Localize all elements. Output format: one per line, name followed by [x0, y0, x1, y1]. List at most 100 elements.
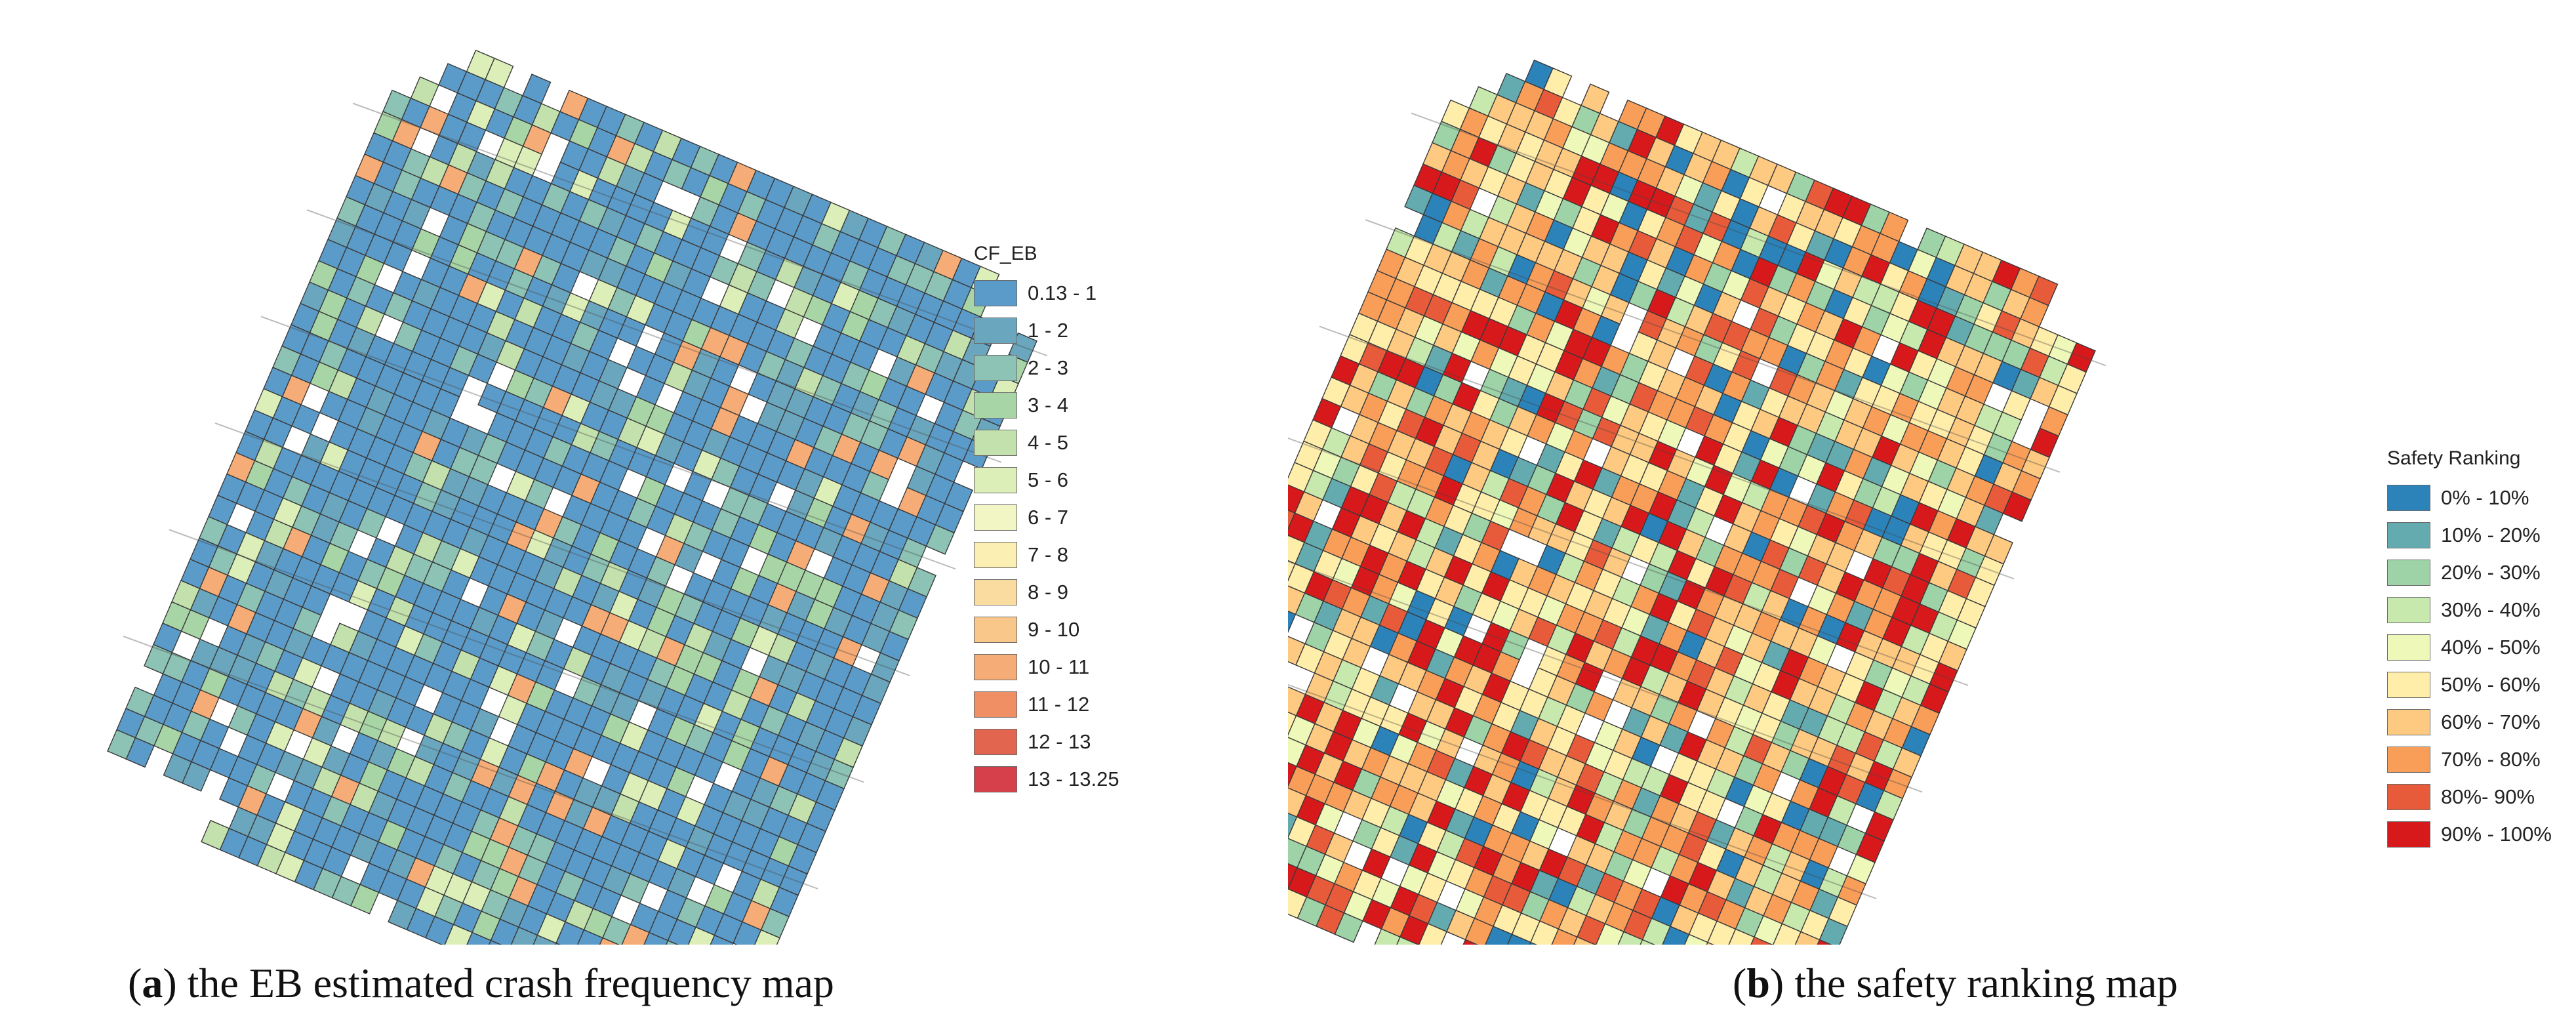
legend-label: 90% - 100%	[2441, 822, 2552, 846]
legend-swatch	[974, 429, 1017, 456]
grid-cell	[577, 929, 603, 945]
legend-item: 40% - 50%	[2387, 628, 2552, 666]
grid-cell	[1595, 923, 1624, 945]
caption-text: the EB estimated crash frequency map	[187, 960, 834, 1006]
crash-frequency-map	[107, 49, 1048, 945]
grid-cell	[1754, 915, 1783, 945]
grid-cell	[1817, 939, 1832, 945]
road-line	[260, 316, 956, 570]
panel-crash-frequency: CF_EB 0.13 - 1 1 - 2 2 - 3 3 - 4 4 - 5 5 - 6 6…	[107, 49, 1119, 1006]
road-line	[1288, 437, 1969, 686]
legend-swatch	[2387, 783, 2430, 810]
legend-label: 10 - 11	[1028, 655, 1090, 678]
legend-item: 60% - 70%	[2387, 703, 2552, 741]
legend-label: 9 - 10	[1028, 617, 1080, 641]
legend-swatch	[974, 504, 1017, 531]
grid-cell	[1706, 941, 1714, 945]
legend-swatch	[2387, 708, 2430, 735]
legend-item: 6 - 7	[974, 499, 1119, 536]
legend-swatch	[974, 766, 1017, 792]
grid-cell	[1399, 914, 1429, 945]
legend-swatch	[974, 728, 1017, 755]
road-line	[1319, 325, 2015, 580]
grid-cell	[1506, 933, 1531, 945]
grid-cell	[733, 921, 762, 945]
grid-cell	[1773, 923, 1801, 945]
grid-cell	[1529, 941, 1537, 945]
grid-cell	[425, 916, 454, 945]
legend-item: 2 - 3	[974, 349, 1119, 386]
legend-title: Safety Ranking	[2387, 447, 2521, 469]
legend-label: 10% - 20%	[2441, 523, 2541, 546]
grid-cell	[489, 939, 502, 945]
legend-item: 70% - 80%	[2387, 741, 2552, 778]
grid-cell	[925, 524, 955, 555]
grid-cell	[1794, 931, 1821, 945]
grid-cell	[1684, 933, 1708, 945]
road-line	[169, 529, 864, 783]
legend-label: 0% - 10%	[2441, 485, 2529, 509]
grid-cell	[754, 929, 780, 945]
grid-cell	[666, 939, 679, 945]
road-lines	[1288, 112, 2106, 899]
legend-swatch	[974, 691, 1017, 718]
legend-label: 0.13 - 1	[1028, 281, 1097, 304]
legend-swatch	[974, 653, 1017, 680]
legend-swatch	[2387, 522, 2430, 548]
safety-ranking-legend: Safety Ranking 0% - 10% 10% - 20% 20% - 30…	[2387, 447, 2552, 853]
legend-label: 3 - 4	[1028, 393, 1069, 417]
legend-label: 13 - 13.25	[1028, 767, 1119, 790]
grid-cell	[1464, 917, 1494, 945]
legend-item: 12 - 13	[974, 723, 1119, 760]
road-line	[1365, 219, 2061, 473]
legend-label: 12 - 13	[1028, 729, 1091, 753]
legend-label: 80%- 90%	[2441, 785, 2535, 808]
legend-label: 70% - 80%	[2441, 747, 2541, 771]
grid-cell	[1662, 926, 1690, 945]
grid-cell	[1288, 610, 1297, 634]
road-line	[352, 102, 1048, 357]
legend-swatch	[2387, 821, 2430, 848]
legend-swatch	[2387, 559, 2430, 586]
grid-cell	[710, 934, 734, 945]
legend-label: 50% - 60%	[2441, 672, 2541, 696]
road-line	[1288, 684, 1877, 899]
caption-text: the safety ranking map	[1794, 960, 2178, 1006]
legend-item: 1 - 2	[974, 312, 1119, 349]
legend-item: 5 - 6	[974, 461, 1119, 499]
legend-swatch	[974, 392, 1017, 419]
grid-cell	[1551, 928, 1578, 945]
legend-label: 4 - 5	[1028, 430, 1069, 454]
legend-label: 2 - 3	[1028, 356, 1069, 379]
legend-swatch	[974, 279, 1017, 306]
legend-item: 30% - 40%	[2387, 591, 2552, 628]
grid-cell	[490, 918, 519, 945]
road-line	[214, 422, 910, 676]
grid-cell	[1573, 936, 1596, 945]
legend-title: CF_EB	[974, 243, 1037, 264]
legend-swatch	[2387, 671, 2430, 698]
grid-cell	[1641, 918, 1671, 945]
legend-swatch	[2387, 596, 2430, 623]
legend-item: 7 - 8	[974, 536, 1119, 573]
road-lines	[123, 102, 1048, 890]
legend-label: 20% - 30%	[2441, 560, 2541, 584]
road-line	[1411, 112, 2106, 367]
legend-swatch	[2387, 746, 2430, 773]
grid-cell	[599, 937, 620, 945]
grid-cell	[1728, 928, 1755, 945]
legend-item: 3 - 4	[974, 386, 1119, 424]
legend-item: 0% - 10%	[2387, 479, 2552, 516]
legend-item: 0.13 - 1	[974, 274, 1119, 312]
grid-cell	[1462, 939, 1479, 945]
grid-cell	[2002, 491, 2032, 522]
grid-cell	[1418, 923, 1447, 945]
grid-cell	[687, 926, 715, 945]
grid-cells	[1288, 59, 2096, 945]
grid-cell	[555, 942, 561, 945]
grid-cell	[1577, 914, 1606, 945]
grid-cell	[621, 924, 650, 945]
grid-cell	[1485, 926, 1513, 945]
legend-item: 90% - 100%	[2387, 815, 2552, 853]
road-line	[1288, 560, 1923, 793]
